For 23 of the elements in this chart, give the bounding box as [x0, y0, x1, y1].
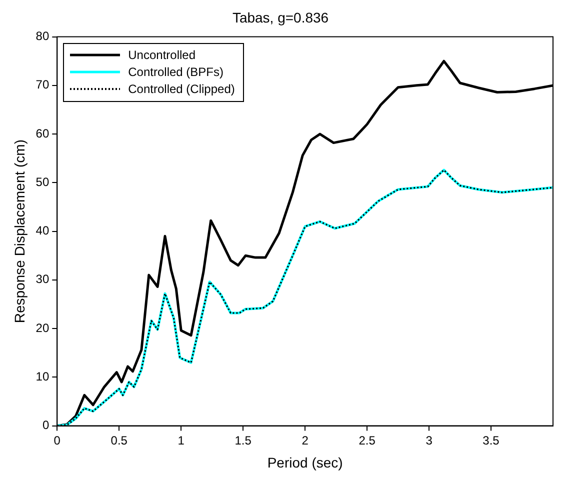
y-tick-label: 0	[42, 418, 50, 432]
x-axis-title: Period (sec)	[267, 454, 343, 470]
y-tick-label: 30	[36, 272, 50, 286]
y-tick-label: 80	[36, 29, 50, 44]
legend-label: Controlled (Clipped)	[128, 82, 235, 96]
y-tick-label: 20	[36, 320, 50, 335]
x-tick-label: 0.5	[110, 433, 128, 448]
x-tick-label: 3.5	[482, 433, 500, 448]
y-axis-title: Response Displacement (cm)	[11, 139, 28, 324]
x-tick-label: 1	[178, 433, 185, 448]
y-tick-label: 70	[36, 78, 50, 92]
x-tick-label: 1.5	[234, 433, 252, 448]
y-tick-label: 10	[36, 369, 50, 384]
y-tick-label: 50	[36, 174, 50, 189]
legend-label: Uncontrolled	[128, 48, 196, 62]
x-tick-label: 2	[302, 433, 309, 448]
x-tick-label: 0	[54, 433, 61, 448]
chart-title: Tabas, g=0.836	[232, 9, 329, 26]
y-tick-label: 40	[36, 224, 50, 238]
x-tick-label: 3	[426, 433, 433, 448]
y-tick-label: 60	[36, 126, 50, 140]
legend-label: Controlled (BPFs)	[128, 65, 224, 80]
x-tick-label: 2.5	[358, 433, 376, 448]
